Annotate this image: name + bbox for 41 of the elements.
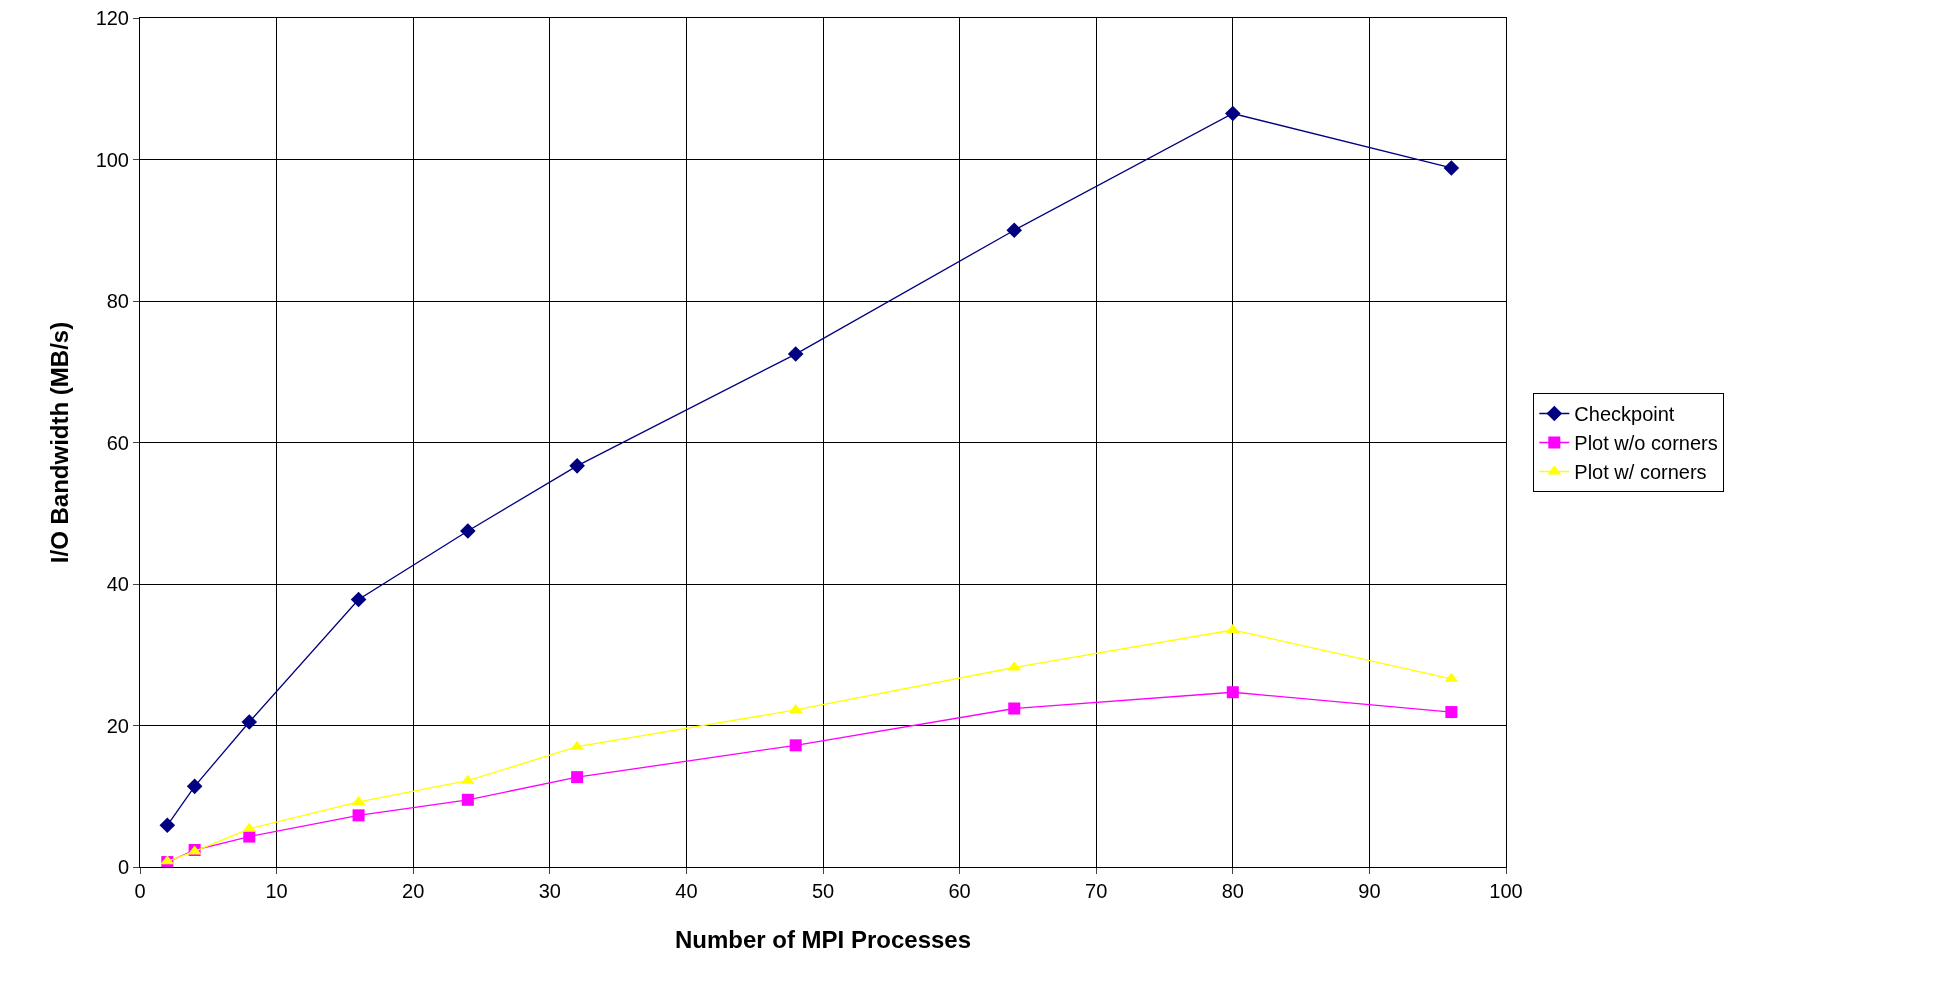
- x-tick-label: 10: [265, 880, 288, 902]
- point: [186, 778, 203, 795]
- x-tick-label: 0: [134, 880, 146, 902]
- point: [241, 714, 258, 730]
- y-tick-label: 0: [117, 856, 129, 878]
- x-tick-label: 80: [1221, 880, 1244, 902]
- x-axis-title: Number of MPI Processes: [674, 926, 972, 954]
- y-tick-label: 120: [95, 7, 129, 29]
- x-tick-label: 50: [811, 880, 835, 902]
- point: [1443, 160, 1460, 176]
- y-tick-label: 60: [106, 431, 129, 454]
- point: [1008, 702, 1021, 715]
- x-tick-label: 40: [675, 880, 698, 902]
- x-tick-label: 90: [1358, 880, 1381, 902]
- point: [461, 793, 474, 806]
- point: [460, 523, 476, 539]
- point: [571, 771, 584, 784]
- point: [159, 817, 176, 834]
- legend-label: Plot w/ corners: [1574, 461, 1707, 484]
- y-tick-label: 40: [106, 573, 129, 595]
- point: [787, 346, 804, 362]
- point: [350, 591, 367, 608]
- x-tick-label: 100: [1489, 880, 1523, 902]
- x-tick-label: 70: [1085, 880, 1108, 902]
- point: [569, 458, 585, 474]
- point: [352, 809, 365, 822]
- x-tick-label: 30: [538, 880, 561, 902]
- x-tick-label: 60: [948, 880, 971, 902]
- y-axis-title: I/O Bandwidth (MB/s): [45, 321, 73, 564]
- point: [1006, 222, 1023, 239]
- point: [1225, 105, 1241, 122]
- legend-label: Plot w/o corners: [1574, 432, 1718, 455]
- point: [1226, 686, 1239, 699]
- point: [789, 739, 802, 752]
- x-tick-label: 20: [402, 880, 425, 902]
- point: [243, 830, 256, 843]
- legend-label: Checkpoint: [1574, 403, 1675, 426]
- point: [1445, 706, 1458, 719]
- y-tick-label: 80: [106, 290, 129, 312]
- y-tick-label: 100: [95, 148, 129, 171]
- y-tick-label: 20: [106, 714, 129, 737]
